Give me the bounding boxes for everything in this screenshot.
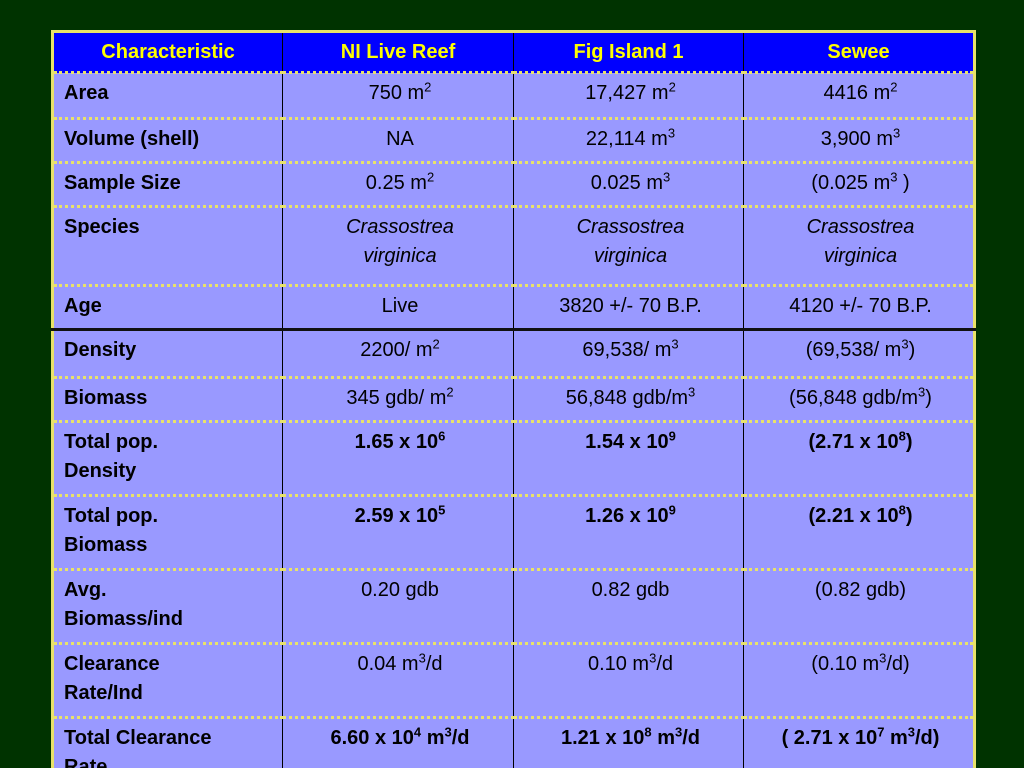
table-row-total-clearance: Total Clearance Rate 6.60 x 104 m3/d 1.21… xyxy=(52,717,975,768)
table-row-density: Density 2200/ m2 69,538/ m3 (69,538/ m3) xyxy=(52,329,975,379)
header-fig-island-1: Fig Island 1 xyxy=(513,31,744,74)
cell-clearance-ni: 0.04 m3/d xyxy=(282,643,514,719)
table-row-total-pop-density: Total pop. Density 1.65 x 106 1.54 x 109 … xyxy=(52,421,975,497)
cell-biomass-ni: 345 gdb/ m2 xyxy=(282,377,514,423)
table-row-area: Area 750 m2 17,427 m2 4416 m2 xyxy=(52,72,975,120)
row-label-total-pop-density: Total pop. Density xyxy=(52,421,283,497)
oyster-reef-comparison-table: Characteristic NI Live Reef Fig Island 1… xyxy=(51,30,976,768)
table-row-sample-size: Sample Size 0.25 m2 0.025 m3 (0.025 m3 ) xyxy=(52,162,975,208)
row-label-area: Area xyxy=(52,72,283,120)
table-row-clearance-rate: Clearance Rate/Ind 0.04 m3/d 0.10 m3/d (0… xyxy=(52,643,975,719)
cell-species-ni: Crassostrea virginica xyxy=(282,206,514,287)
row-label-total-clearance: Total Clearance Rate xyxy=(52,717,283,768)
cell-species-fig: Crassostrea virginica xyxy=(513,206,744,287)
cell-volume-fig: 22,114 m3 xyxy=(513,118,744,164)
cell-species-sewee: Crassostrea virginica xyxy=(743,206,975,287)
cell-volume-ni: NA xyxy=(282,118,514,164)
cell-total-clearance-sewee: ( 2.71 x 107 m3/d) xyxy=(743,717,975,768)
cell-clearance-fig: 0.10 m3/d xyxy=(513,643,744,719)
cell-total-pop-biomass-ni: 2.59 x 105 xyxy=(282,495,514,571)
cell-avg-biomass-ni: 0.20 gdb xyxy=(282,569,514,645)
cell-area-ni: 750 m2 xyxy=(282,72,514,120)
cell-volume-sewee: 3,900 m3 xyxy=(743,118,975,164)
cell-sample-fig: 0.025 m3 xyxy=(513,162,744,208)
row-label-clearance-rate: Clearance Rate/Ind xyxy=(52,643,283,719)
row-label-age: Age xyxy=(52,285,283,331)
cell-clearance-sewee: (0.10 m3/d) xyxy=(743,643,975,719)
cell-density-sewee: (69,538/ m3) xyxy=(743,329,975,379)
cell-biomass-sewee: (56,848 gdb/m3) xyxy=(743,377,975,423)
cell-total-clearance-fig: 1.21 x 108 m3/d xyxy=(513,717,744,768)
table-row-species: Species Crassostrea virginica Crassostrea… xyxy=(52,206,975,287)
header-row: Characteristic NI Live Reef Fig Island 1… xyxy=(52,31,975,74)
cell-age-fig: 3820 +/- 70 B.P. xyxy=(513,285,744,331)
row-label-sample-size: Sample Size xyxy=(52,162,283,208)
header-ni-live-reef: NI Live Reef xyxy=(282,31,514,74)
cell-total-pop-density-sewee: (2.71 x 108) xyxy=(743,421,975,497)
row-label-density: Density xyxy=(52,329,283,379)
cell-age-sewee: 4120 +/- 70 B.P. xyxy=(743,285,975,331)
row-label-species: Species xyxy=(52,206,283,287)
cell-total-pop-density-fig: 1.54 x 109 xyxy=(513,421,744,497)
header-characteristic: Characteristic xyxy=(52,31,283,74)
cell-avg-biomass-fig: 0.82 gdb xyxy=(513,569,744,645)
cell-density-ni: 2200/ m2 xyxy=(282,329,514,379)
cell-area-sewee: 4416 m2 xyxy=(743,72,975,120)
row-label-volume: Volume (shell) xyxy=(52,118,283,164)
cell-biomass-fig: 56,848 gdb/m3 xyxy=(513,377,744,423)
table-row-age: Age Live 3820 +/- 70 B.P. 4120 +/- 70 B.… xyxy=(52,285,975,331)
cell-density-fig: 69,538/ m3 xyxy=(513,329,744,379)
cell-total-pop-biomass-sewee: (2.21 x 108) xyxy=(743,495,975,571)
header-sewee: Sewee xyxy=(743,31,975,74)
row-label-total-pop-biomass: Total pop. Biomass xyxy=(52,495,283,571)
cell-total-clearance-ni: 6.60 x 104 m3/d xyxy=(282,717,514,768)
table-row-biomass: Biomass 345 gdb/ m2 56,848 gdb/m3 (56,84… xyxy=(52,377,975,423)
table-row-volume: Volume (shell) NA 22,114 m3 3,900 m3 xyxy=(52,118,975,164)
row-label-biomass: Biomass xyxy=(52,377,283,423)
cell-avg-biomass-sewee: (0.82 gdb) xyxy=(743,569,975,645)
cell-age-ni: Live xyxy=(282,285,514,331)
cell-sample-ni: 0.25 m2 xyxy=(282,162,514,208)
cell-total-pop-density-ni: 1.65 x 106 xyxy=(282,421,514,497)
table-row-total-pop-biomass: Total pop. Biomass 2.59 x 105 1.26 x 109 … xyxy=(52,495,975,571)
row-label-avg-biomass: Avg. Biomass/ind xyxy=(52,569,283,645)
table-row-avg-biomass: Avg. Biomass/ind 0.20 gdb 0.82 gdb (0.82 … xyxy=(52,569,975,645)
cell-area-fig: 17,427 m2 xyxy=(513,72,744,120)
cell-total-pop-biomass-fig: 1.26 x 109 xyxy=(513,495,744,571)
cell-sample-sewee: (0.025 m3 ) xyxy=(743,162,975,208)
